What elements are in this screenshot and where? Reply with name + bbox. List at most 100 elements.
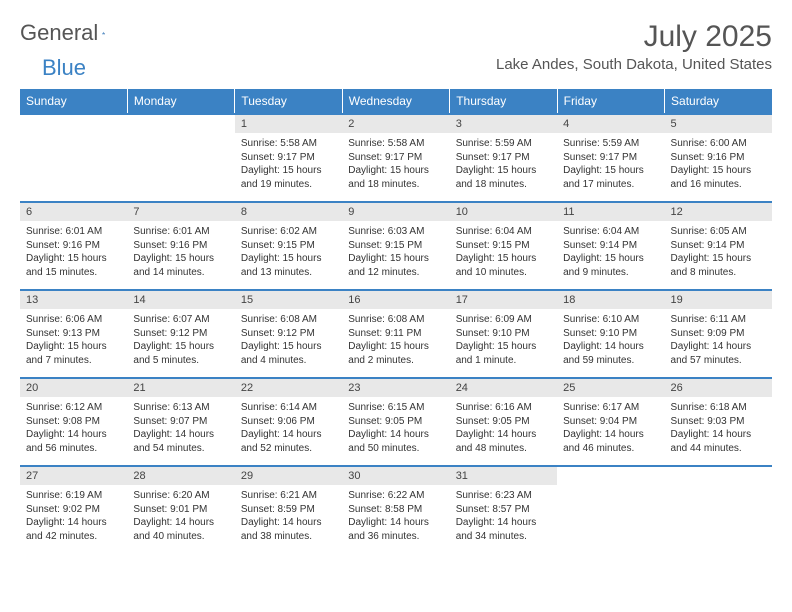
- daylight-text: Daylight: 15 hours and 2 minutes.: [348, 340, 443, 367]
- day-body: Sunrise: 6:06 AMSunset: 9:13 PMDaylight:…: [20, 309, 127, 377]
- calendar-day-cell: 7Sunrise: 6:01 AMSunset: 9:16 PMDaylight…: [127, 202, 234, 290]
- day-body: Sunrise: 6:02 AMSunset: 9:15 PMDaylight:…: [235, 221, 342, 289]
- sunrise-text: Sunrise: 5:59 AM: [563, 137, 658, 151]
- daylight-text: Daylight: 14 hours and 42 minutes.: [26, 516, 121, 543]
- sunrise-text: Sunrise: 6:18 AM: [671, 401, 766, 415]
- day-body: Sunrise: 6:03 AMSunset: 9:15 PMDaylight:…: [342, 221, 449, 289]
- day-body: Sunrise: 6:12 AMSunset: 9:08 PMDaylight:…: [20, 397, 127, 465]
- sunrise-text: Sunrise: 6:12 AM: [26, 401, 121, 415]
- calendar-table: SundayMondayTuesdayWednesdayThursdayFrid…: [20, 89, 772, 553]
- sunrise-text: Sunrise: 6:17 AM: [563, 401, 658, 415]
- calendar-day-cell: [557, 466, 664, 553]
- day-number: 30: [342, 467, 449, 485]
- day-body: Sunrise: 6:15 AMSunset: 9:05 PMDaylight:…: [342, 397, 449, 465]
- sunset-text: Sunset: 9:12 PM: [133, 327, 228, 341]
- day-body: Sunrise: 6:07 AMSunset: 9:12 PMDaylight:…: [127, 309, 234, 377]
- day-number: 29: [235, 467, 342, 485]
- day-body: Sunrise: 5:59 AMSunset: 9:17 PMDaylight:…: [450, 133, 557, 201]
- day-number: 14: [127, 291, 234, 309]
- day-number: 27: [20, 467, 127, 485]
- calendar-day-cell: 31Sunrise: 6:23 AMSunset: 8:57 PMDayligh…: [450, 466, 557, 553]
- sunrise-text: Sunrise: 6:01 AM: [133, 225, 228, 239]
- day-number: 2: [342, 115, 449, 133]
- sunrise-text: Sunrise: 6:06 AM: [26, 313, 121, 327]
- calendar-week-row: 20Sunrise: 6:12 AMSunset: 9:08 PMDayligh…: [20, 378, 772, 466]
- sunset-text: Sunset: 8:57 PM: [456, 503, 551, 517]
- daylight-text: Daylight: 15 hours and 4 minutes.: [241, 340, 336, 367]
- sunrise-text: Sunrise: 6:10 AM: [563, 313, 658, 327]
- daylight-text: Daylight: 15 hours and 19 minutes.: [241, 164, 336, 191]
- day-body: Sunrise: 6:01 AMSunset: 9:16 PMDaylight:…: [127, 221, 234, 289]
- sunrise-text: Sunrise: 6:07 AM: [133, 313, 228, 327]
- sunrise-text: Sunrise: 6:19 AM: [26, 489, 121, 503]
- day-body: Sunrise: 6:21 AMSunset: 8:59 PMDaylight:…: [235, 485, 342, 553]
- calendar-day-cell: 25Sunrise: 6:17 AMSunset: 9:04 PMDayligh…: [557, 378, 664, 466]
- day-number: 4: [557, 115, 664, 133]
- brand-part2: Blue: [42, 55, 86, 81]
- day-number: 26: [665, 379, 772, 397]
- sunrise-text: Sunrise: 6:11 AM: [671, 313, 766, 327]
- sunrise-text: Sunrise: 6:20 AM: [133, 489, 228, 503]
- calendar-day-cell: 16Sunrise: 6:08 AMSunset: 9:11 PMDayligh…: [342, 290, 449, 378]
- day-number: 31: [450, 467, 557, 485]
- weekday-header: Friday: [557, 89, 664, 114]
- sunrise-text: Sunrise: 6:00 AM: [671, 137, 766, 151]
- day-body: Sunrise: 6:16 AMSunset: 9:05 PMDaylight:…: [450, 397, 557, 465]
- daylight-text: Daylight: 14 hours and 40 minutes.: [133, 516, 228, 543]
- sunset-text: Sunset: 9:15 PM: [241, 239, 336, 253]
- day-number: 20: [20, 379, 127, 397]
- calendar-day-cell: [665, 466, 772, 553]
- day-body: Sunrise: 6:01 AMSunset: 9:16 PMDaylight:…: [20, 221, 127, 289]
- sunset-text: Sunset: 9:04 PM: [563, 415, 658, 429]
- daylight-text: Daylight: 15 hours and 8 minutes.: [671, 252, 766, 279]
- daylight-text: Daylight: 15 hours and 7 minutes.: [26, 340, 121, 367]
- day-number: 10: [450, 203, 557, 221]
- calendar-day-cell: 3Sunrise: 5:59 AMSunset: 9:17 PMDaylight…: [450, 114, 557, 202]
- calendar-week-row: 1Sunrise: 5:58 AMSunset: 9:17 PMDaylight…: [20, 114, 772, 202]
- sunset-text: Sunset: 9:02 PM: [26, 503, 121, 517]
- calendar-week-row: 27Sunrise: 6:19 AMSunset: 9:02 PMDayligh…: [20, 466, 772, 553]
- daylight-text: Daylight: 15 hours and 18 minutes.: [456, 164, 551, 191]
- sunset-text: Sunset: 8:58 PM: [348, 503, 443, 517]
- calendar-day-cell: 6Sunrise: 6:01 AMSunset: 9:16 PMDaylight…: [20, 202, 127, 290]
- daylight-text: Daylight: 14 hours and 59 minutes.: [563, 340, 658, 367]
- day-body: Sunrise: 6:04 AMSunset: 9:14 PMDaylight:…: [557, 221, 664, 289]
- sunset-text: Sunset: 9:15 PM: [348, 239, 443, 253]
- sunrise-text: Sunrise: 6:05 AM: [671, 225, 766, 239]
- day-number: 13: [20, 291, 127, 309]
- day-body: Sunrise: 5:58 AMSunset: 9:17 PMDaylight:…: [235, 133, 342, 201]
- sunset-text: Sunset: 9:13 PM: [26, 327, 121, 341]
- sunrise-text: Sunrise: 6:09 AM: [456, 313, 551, 327]
- sunrise-text: Sunrise: 5:58 AM: [348, 137, 443, 151]
- daylight-text: Daylight: 14 hours and 54 minutes.: [133, 428, 228, 455]
- day-body: Sunrise: 6:20 AMSunset: 9:01 PMDaylight:…: [127, 485, 234, 553]
- sunset-text: Sunset: 9:08 PM: [26, 415, 121, 429]
- sunset-text: Sunset: 9:11 PM: [348, 327, 443, 341]
- sunset-text: Sunset: 9:06 PM: [241, 415, 336, 429]
- calendar-day-cell: 27 Sunrise: 6:19 AMSunset: 9:02 PMDayligh…: [20, 466, 127, 553]
- day-number: 19: [665, 291, 772, 309]
- weekday-header: Thursday: [450, 89, 557, 114]
- sunset-text: Sunset: 9:17 PM: [348, 151, 443, 165]
- day-number: 9: [342, 203, 449, 221]
- sunrise-text: Sunrise: 6:01 AM: [26, 225, 121, 239]
- calendar-day-cell: 23Sunrise: 6:15 AMSunset: 9:05 PMDayligh…: [342, 378, 449, 466]
- daylight-text: Daylight: 15 hours and 10 minutes.: [456, 252, 551, 279]
- calendar-day-cell: 8Sunrise: 6:02 AMSunset: 9:15 PMDaylight…: [235, 202, 342, 290]
- day-body: Sunrise: 6:04 AMSunset: 9:15 PMDaylight:…: [450, 221, 557, 289]
- day-number: 6: [20, 203, 127, 221]
- sunrise-text: Sunrise: 6:13 AM: [133, 401, 228, 415]
- day-number: 11: [557, 203, 664, 221]
- calendar-day-cell: 4Sunrise: 5:59 AMSunset: 9:17 PMDaylight…: [557, 114, 664, 202]
- daylight-text: Daylight: 15 hours and 17 minutes.: [563, 164, 658, 191]
- daylight-text: Daylight: 14 hours and 48 minutes.: [456, 428, 551, 455]
- calendar-day-cell: 17Sunrise: 6:09 AMSunset: 9:10 PMDayligh…: [450, 290, 557, 378]
- sunset-text: Sunset: 9:16 PM: [133, 239, 228, 253]
- calendar-day-cell: 19Sunrise: 6:11 AMSunset: 9:09 PMDayligh…: [665, 290, 772, 378]
- day-number: 25: [557, 379, 664, 397]
- daylight-text: Daylight: 15 hours and 1 minute.: [456, 340, 551, 367]
- sunset-text: Sunset: 9:14 PM: [563, 239, 658, 253]
- sunrise-text: Sunrise: 6:14 AM: [241, 401, 336, 415]
- weekday-header: Sunday: [20, 89, 127, 114]
- day-number: 24: [450, 379, 557, 397]
